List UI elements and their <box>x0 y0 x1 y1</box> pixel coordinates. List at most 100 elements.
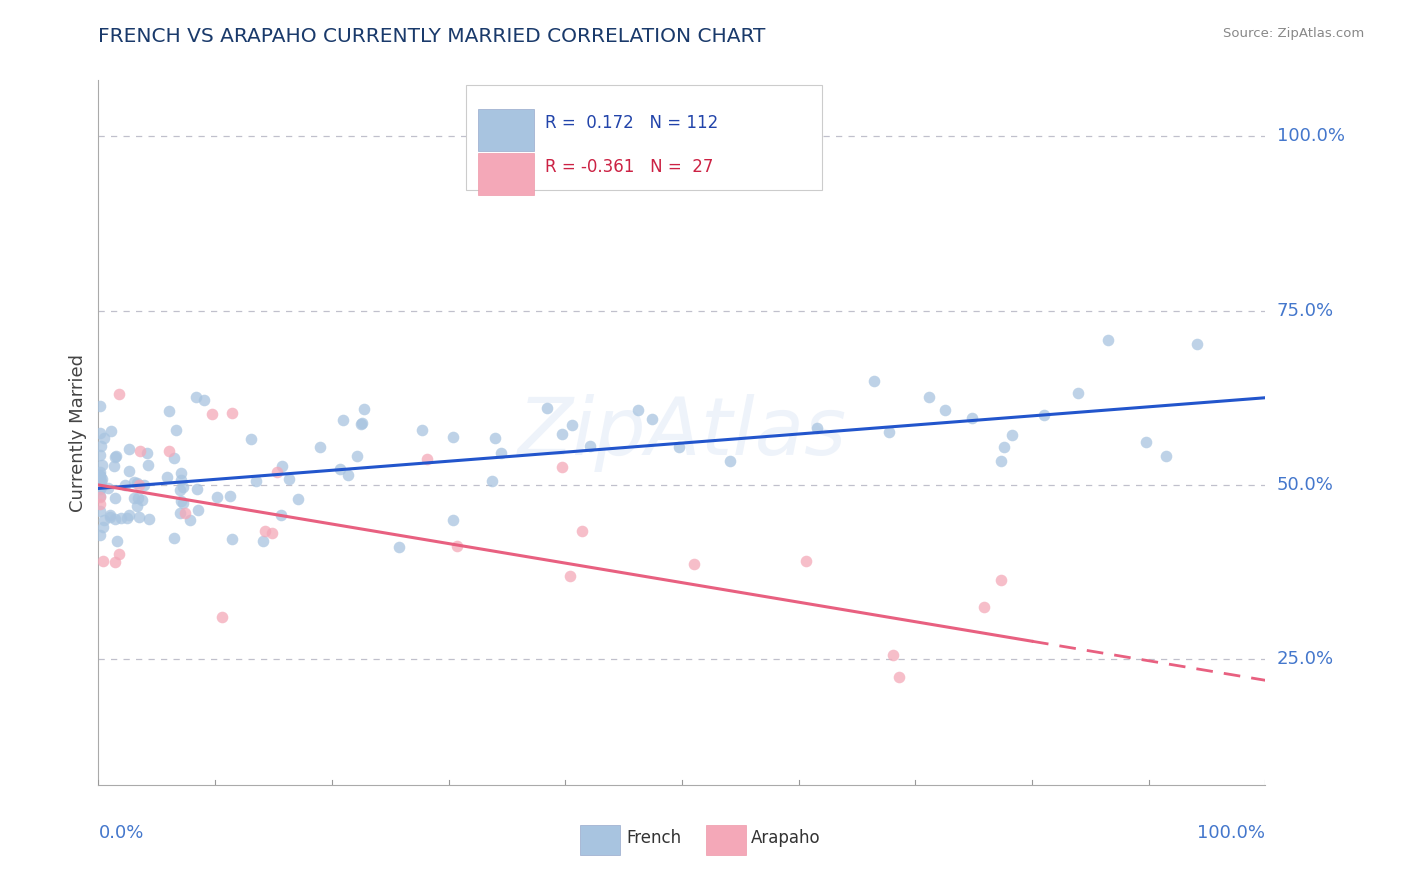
Point <box>806 421 828 435</box>
Point <box>163 451 186 466</box>
Text: R =  0.172   N = 112: R = 0.172 N = 112 <box>546 113 718 132</box>
Point <box>122 491 145 505</box>
Point <box>98 510 121 524</box>
Point <box>309 440 332 454</box>
Point <box>89 469 111 483</box>
Point <box>89 497 111 511</box>
Point <box>169 466 191 480</box>
Point <box>186 390 208 404</box>
Text: Arapaho: Arapaho <box>751 829 820 847</box>
Point <box>90 439 112 453</box>
Point <box>278 472 301 486</box>
Point <box>668 441 690 455</box>
Point <box>127 475 149 490</box>
Point <box>100 424 122 438</box>
Point <box>170 494 193 508</box>
Point <box>97 482 120 496</box>
Point <box>91 519 114 533</box>
FancyBboxPatch shape <box>706 825 747 855</box>
Point <box>536 401 558 416</box>
Point <box>287 491 309 506</box>
Point <box>104 555 127 569</box>
Point <box>481 474 503 488</box>
Point <box>89 489 111 503</box>
Point <box>170 473 193 487</box>
Point <box>560 569 582 583</box>
Point <box>103 459 125 474</box>
Point <box>254 524 277 538</box>
Point <box>252 534 274 549</box>
Point <box>571 524 593 539</box>
Point <box>353 401 375 416</box>
Point <box>127 491 149 505</box>
Point <box>489 446 512 460</box>
Point <box>211 610 233 624</box>
Point <box>551 459 574 474</box>
Text: ZipAtlas: ZipAtlas <box>517 393 846 472</box>
Point <box>125 499 148 513</box>
Point <box>117 442 139 457</box>
Point <box>349 417 371 431</box>
Point <box>1097 333 1119 347</box>
Point <box>271 458 294 473</box>
Point <box>114 478 136 492</box>
Point <box>89 425 111 440</box>
Point <box>93 431 115 445</box>
Point <box>388 540 411 554</box>
Point <box>89 472 111 486</box>
Point <box>960 411 983 425</box>
Point <box>104 449 127 463</box>
Point <box>118 464 141 478</box>
Text: 100.0%: 100.0% <box>1277 127 1344 145</box>
Point <box>91 458 114 473</box>
Point <box>889 670 911 684</box>
Point <box>89 469 111 483</box>
Point <box>441 430 464 444</box>
Point <box>794 554 817 568</box>
Point <box>162 531 184 545</box>
Point <box>108 387 131 401</box>
Point <box>863 374 886 388</box>
Point <box>441 513 464 527</box>
Point <box>193 392 215 407</box>
Point <box>128 478 150 492</box>
Point <box>221 533 243 547</box>
Point <box>172 480 194 494</box>
Point <box>1185 336 1208 351</box>
Point <box>129 443 152 458</box>
Point <box>993 440 1015 454</box>
Point <box>89 468 111 483</box>
Point <box>157 404 180 418</box>
Point <box>329 462 352 476</box>
Point <box>105 534 128 549</box>
Point <box>128 509 150 524</box>
Point <box>484 431 506 445</box>
Point <box>90 475 112 489</box>
Point <box>89 482 111 496</box>
Point <box>110 511 132 525</box>
Point <box>136 446 159 460</box>
Point <box>89 528 111 542</box>
Point <box>205 490 228 504</box>
Text: R = -0.361   N =  27: R = -0.361 N = 27 <box>546 158 714 176</box>
FancyBboxPatch shape <box>478 110 534 151</box>
Point <box>683 557 706 571</box>
Point <box>89 466 111 480</box>
Point <box>173 506 195 520</box>
Point <box>270 508 292 523</box>
Point <box>115 510 138 524</box>
Point <box>579 439 602 453</box>
Text: FRENCH VS ARAPAHO CURRENTLY MARRIED CORRELATION CHART: FRENCH VS ARAPAHO CURRENTLY MARRIED CORR… <box>98 27 766 45</box>
Point <box>89 399 111 413</box>
Text: 25.0%: 25.0% <box>1277 650 1334 668</box>
Point <box>221 406 243 420</box>
Point <box>131 493 153 508</box>
Point <box>718 454 741 468</box>
Point <box>641 412 664 426</box>
Point <box>169 506 191 520</box>
Point <box>973 600 995 615</box>
Point <box>446 539 468 553</box>
Text: French: French <box>626 829 681 847</box>
Point <box>561 418 583 433</box>
Point <box>108 547 131 561</box>
